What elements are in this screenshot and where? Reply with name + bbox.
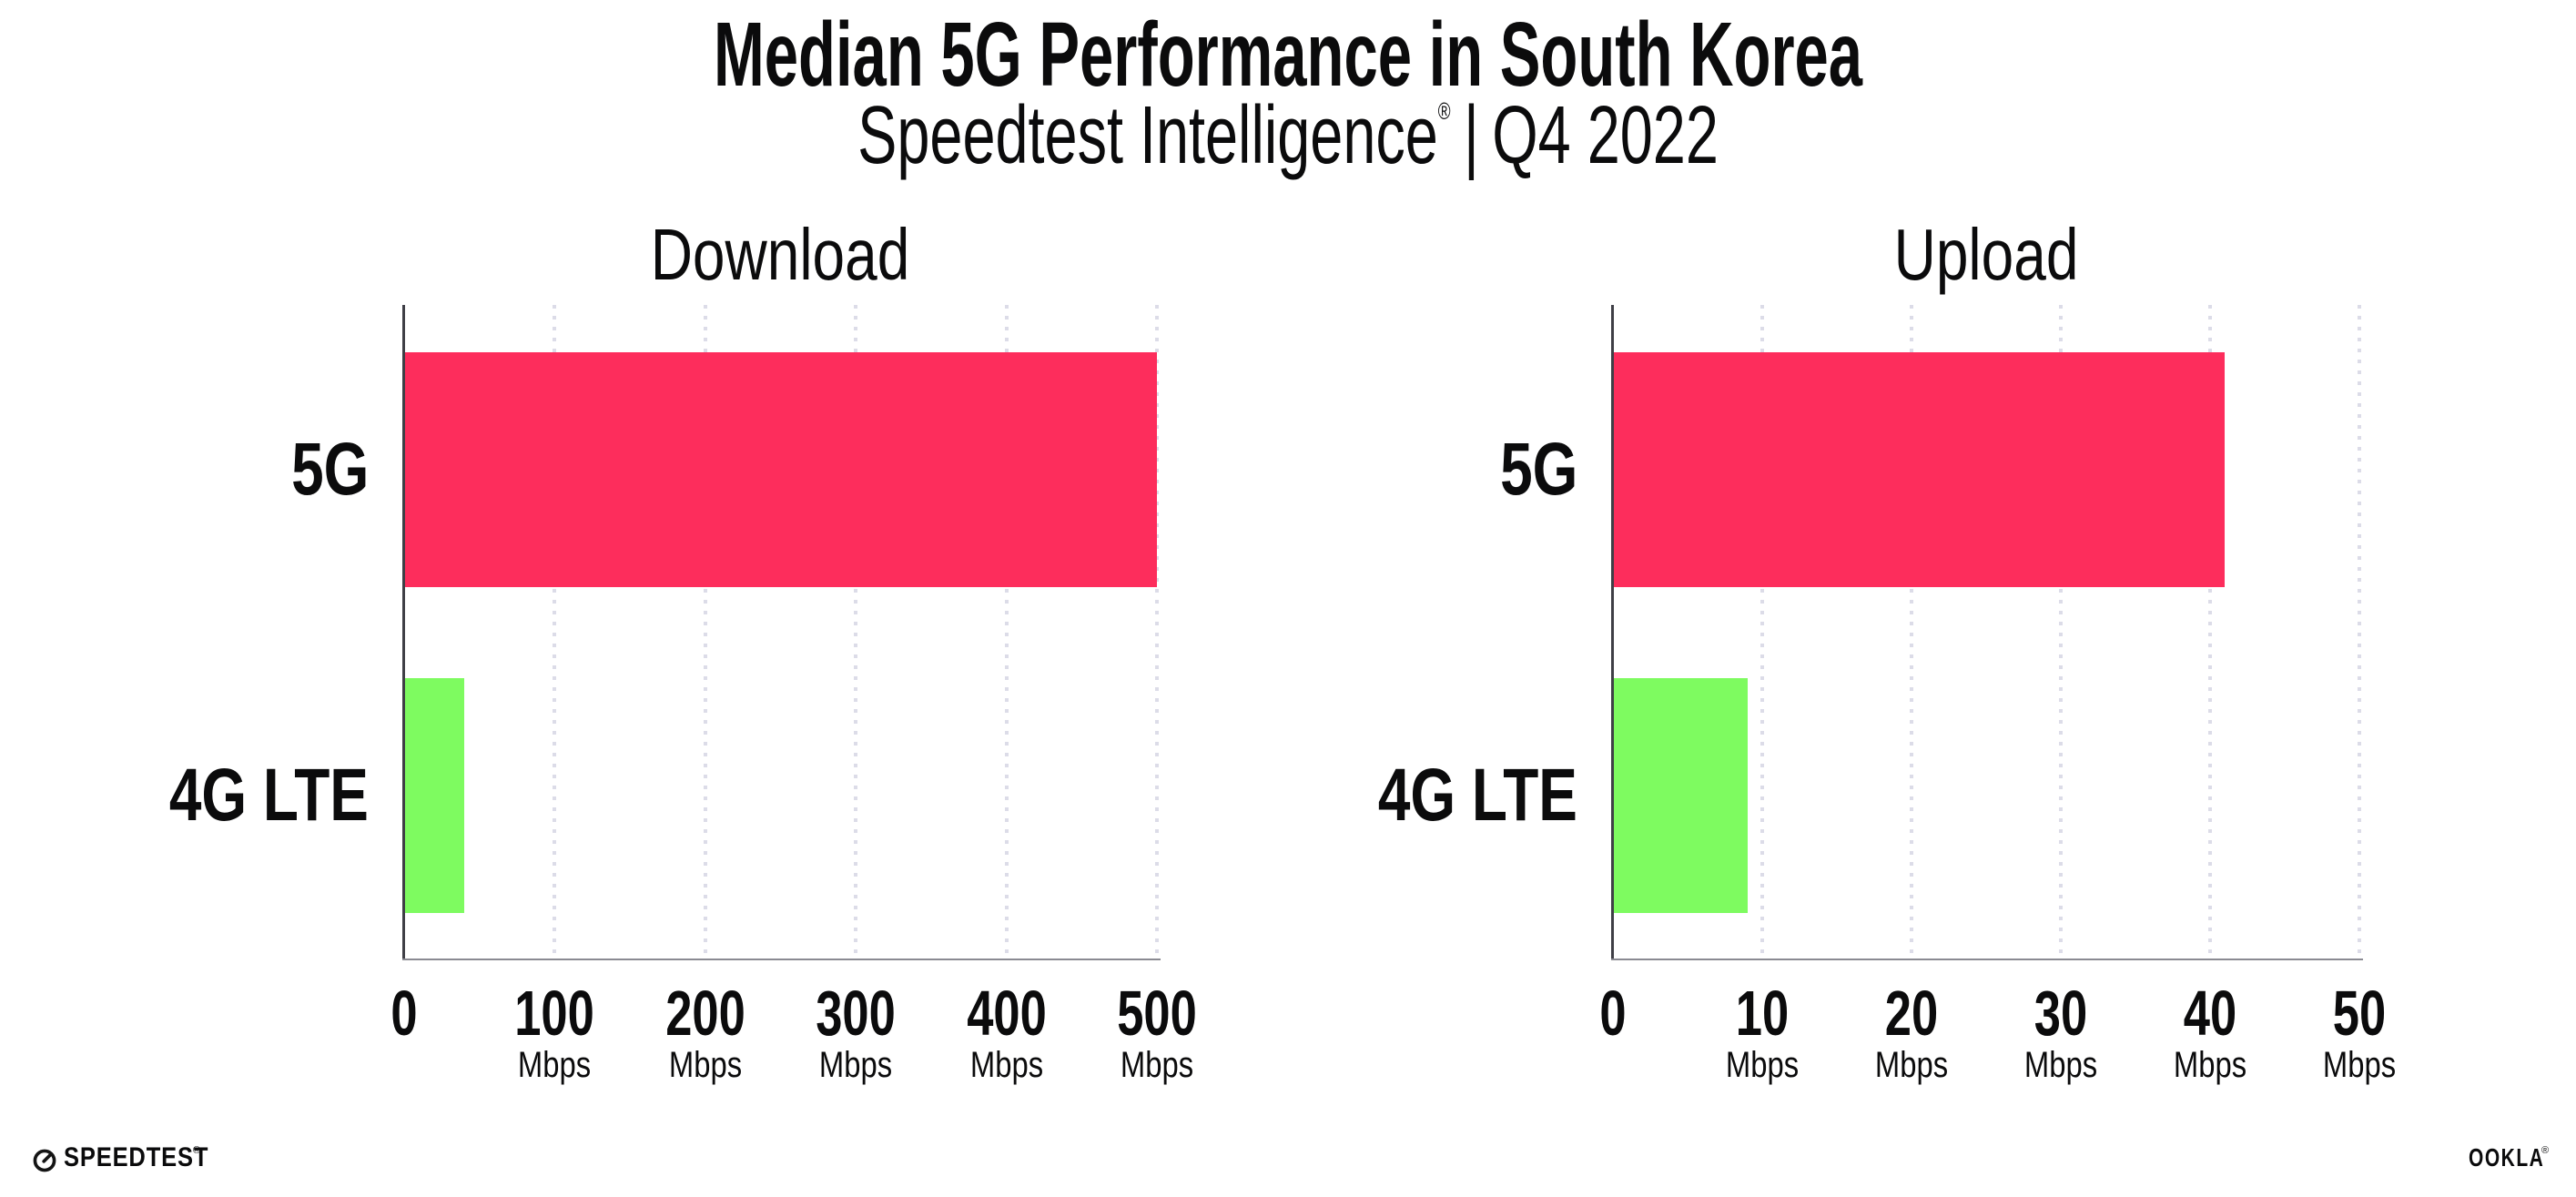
x-axis	[402, 959, 1161, 960]
speedtest-registered-icon: ®	[193, 1145, 201, 1156]
page-subtitle: Speedtest Intelligence® | Q4 2022	[857, 91, 1719, 181]
gridline-100	[553, 305, 556, 959]
tick-unit-100: Mbps	[517, 1045, 592, 1085]
y-axis	[402, 305, 405, 960]
speedtest-wordmark: SPEEDTEST	[64, 1142, 209, 1172]
bar-5g-download	[405, 352, 1157, 587]
tick-label-500: 500	[1117, 978, 1197, 1049]
y-axis	[1611, 305, 1614, 960]
bar-4g-lte-upload	[1614, 678, 1748, 913]
gridline-200	[704, 305, 707, 959]
bar-5g-upload	[1614, 352, 2225, 587]
tick-label-50: 50	[2332, 978, 2387, 1049]
y-label-4g-lte: 4G LTE	[168, 754, 369, 837]
subtitle-period: Q4 2022	[1492, 90, 1719, 181]
speedtest-gauge-icon	[33, 1149, 56, 1172]
gridline-500	[1155, 305, 1159, 959]
gridline-300	[854, 305, 857, 959]
tick-unit-300: Mbps	[818, 1045, 893, 1085]
chart-title-download: Download	[650, 214, 910, 295]
tick-unit-10: Mbps	[1725, 1045, 1800, 1085]
bar-4g-lte-download	[405, 678, 464, 913]
chart-title-upload: Upload	[1893, 214, 2079, 295]
tick-label-40: 40	[2183, 978, 2237, 1049]
tick-unit-40: Mbps	[2173, 1045, 2247, 1085]
gridline-10	[1760, 305, 1764, 959]
subtitle-separator: |	[1464, 90, 1479, 181]
tick-unit-400: Mbps	[969, 1045, 1044, 1085]
y-label-5g: 5G	[1499, 428, 1577, 511]
tick-unit-50: Mbps	[2322, 1045, 2397, 1085]
subtitle-brand: Speedtest Intelligence	[857, 90, 1438, 181]
gridline-40	[2208, 305, 2212, 959]
tick-label-200: 200	[665, 978, 745, 1049]
registered-mark-icon: ®	[1437, 97, 1451, 125]
tick-label-20: 20	[1884, 978, 1939, 1049]
x-axis	[1611, 959, 2363, 960]
tick-label-0: 0	[1599, 978, 1627, 1049]
tick-label-300: 300	[816, 978, 896, 1049]
tick-unit-500: Mbps	[1120, 1045, 1194, 1085]
tick-label-30: 30	[2033, 978, 2088, 1049]
gridline-30	[2059, 305, 2063, 959]
tick-label-10: 10	[1735, 978, 1790, 1049]
tick-label-100: 100	[514, 978, 594, 1049]
y-label-5g: 5G	[290, 428, 369, 511]
page-title: Median 5G Performance in South Korea	[713, 4, 1863, 106]
tick-label-400: 400	[967, 978, 1047, 1049]
gridline-50	[2358, 305, 2361, 959]
tick-unit-20: Mbps	[1874, 1045, 1949, 1085]
ookla-wordmark: OOKLA	[2469, 1143, 2545, 1172]
tick-label-0: 0	[390, 978, 418, 1049]
gridline-20	[1910, 305, 1913, 959]
tick-unit-200: Mbps	[668, 1045, 743, 1085]
ookla-registered-icon: ®	[2541, 1145, 2550, 1156]
y-label-4g-lte: 4G LTE	[1377, 754, 1577, 837]
gridline-400	[1005, 305, 1009, 959]
tick-unit-30: Mbps	[2023, 1045, 2098, 1085]
